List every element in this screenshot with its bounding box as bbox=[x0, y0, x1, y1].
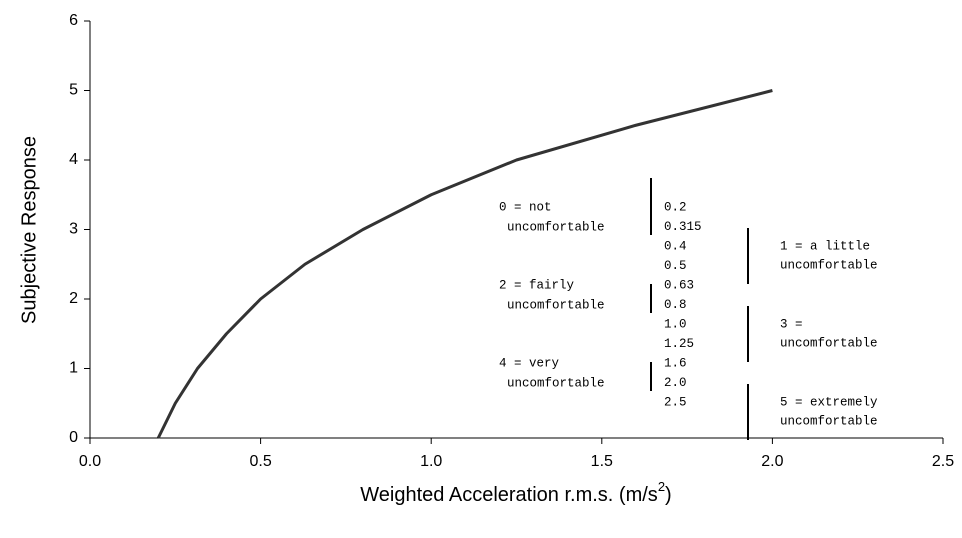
level-value: 1.6 bbox=[664, 356, 687, 370]
y-axis-title: Subjective Response bbox=[18, 136, 40, 324]
y-tick-label: 5 bbox=[69, 82, 78, 99]
x-tick-label: 0.5 bbox=[249, 453, 271, 470]
scale-label: uncomfortable bbox=[507, 298, 605, 312]
level-value: 0.315 bbox=[664, 220, 702, 234]
x-axis-title-end: ) bbox=[665, 484, 672, 506]
x-tick-label: 2.0 bbox=[761, 453, 783, 470]
scale-label: 2 = fairly bbox=[499, 278, 575, 292]
level-value: 0.2 bbox=[664, 200, 687, 214]
level-value: 1.25 bbox=[664, 337, 694, 351]
level-value: 0.63 bbox=[664, 278, 694, 292]
x-axis-title-text: Weighted Acceleration r.m.s. (m/s bbox=[360, 484, 658, 506]
x-axis-title-sup: 2 bbox=[658, 479, 665, 494]
level-value: 0.8 bbox=[664, 298, 687, 312]
scale-label: 5 = extremely bbox=[780, 395, 878, 409]
y-tick-label: 6 bbox=[69, 12, 78, 29]
level-value: 0.5 bbox=[664, 259, 687, 273]
level-value: 2.5 bbox=[664, 395, 687, 409]
y-tick-label: 4 bbox=[69, 151, 78, 168]
scale-label: 1 = a little bbox=[780, 239, 870, 253]
scale-label: 0 = not bbox=[499, 200, 552, 214]
scale-label: uncomfortable bbox=[780, 414, 878, 428]
scale-label: uncomfortable bbox=[507, 376, 605, 390]
x-tick-label: 1.0 bbox=[420, 453, 442, 470]
x-tick-label: 1.5 bbox=[591, 453, 613, 470]
scale-label: 4 = very bbox=[499, 356, 560, 370]
x-tick-label: 0.0 bbox=[79, 453, 101, 470]
x-axis-title: Weighted Acceleration r.m.s. (m/s2) bbox=[360, 479, 671, 506]
scale-label: uncomfortable bbox=[780, 336, 878, 350]
y-tick-label: 1 bbox=[69, 360, 78, 377]
level-value: 2.0 bbox=[664, 376, 687, 390]
scale-label: uncomfortable bbox=[507, 220, 605, 234]
y-tick-label: 0 bbox=[69, 429, 78, 446]
y-tick-label: 2 bbox=[69, 290, 78, 307]
data-line bbox=[156, 89, 773, 439]
y-tick-label: 3 bbox=[69, 221, 78, 238]
scale-label: uncomfortable bbox=[780, 258, 878, 272]
level-value: 1.0 bbox=[664, 317, 687, 331]
scale-label: 3 = bbox=[780, 317, 803, 331]
level-value: 0.4 bbox=[664, 239, 687, 253]
x-tick-label: 2.5 bbox=[932, 453, 954, 470]
